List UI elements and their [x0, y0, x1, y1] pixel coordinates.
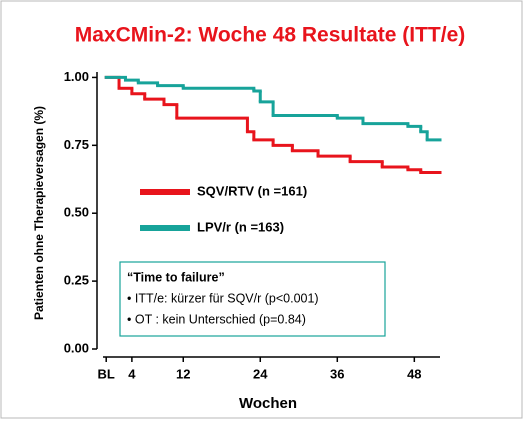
x-tick-label: BL	[98, 366, 115, 381]
legend-label: LPV/r (n =163)	[197, 219, 284, 234]
x-tick-label: 4	[128, 366, 136, 381]
x-tick-label: 36	[330, 366, 344, 381]
y-tick-label: 0.00	[64, 340, 89, 355]
legend-label: SQV/RTV (n =161)	[197, 183, 307, 198]
y-axis-label: Patienten ohne Therapieversagen (%)	[32, 106, 46, 320]
x-tick-label: 48	[407, 366, 421, 381]
y-tick-label: 0.50	[64, 205, 89, 220]
x-tick-label: 24	[253, 366, 268, 381]
annotation-text: “Time to failure”	[127, 270, 225, 284]
y-tick-label: 1.00	[64, 69, 89, 84]
annotation-box	[119, 261, 386, 337]
y-tick-label: 0.25	[64, 273, 89, 288]
x-tick-label: 12	[176, 366, 190, 381]
annotation-text: • OT : kein Unterschied (p=0.84)	[127, 312, 306, 326]
chart-title: MaxCMin-2: Woche 48 Resultate (ITT/e)	[75, 24, 466, 47]
y-tick-label: 0.75	[64, 137, 89, 152]
x-axis-label: Wochen	[239, 395, 297, 412]
annotation-text: • ITT/e: kürzer für SQV/r (p<0.001)	[127, 291, 319, 305]
